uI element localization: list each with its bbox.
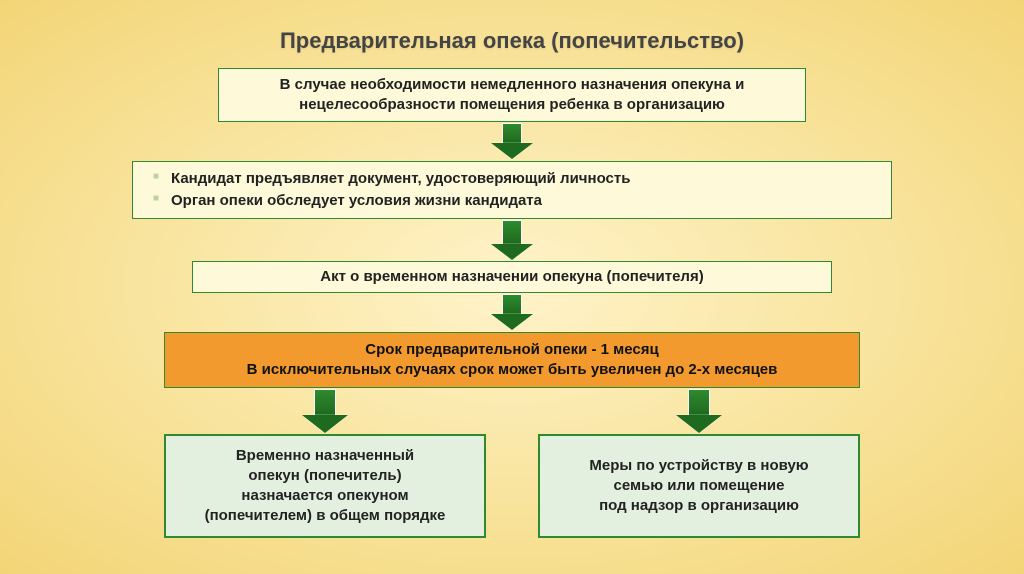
- arrow-stem: [688, 389, 710, 415]
- arrow-head: [491, 143, 533, 159]
- arrow-stem: [314, 389, 336, 415]
- flow-box-term: Срок предварительной опеки - 1 месяцВ ис…: [164, 332, 860, 388]
- arrow-down-icon: [491, 294, 533, 330]
- bullet-item: Кандидат предъявляет документ, удостовер…: [151, 169, 879, 189]
- arrow-down-icon: [302, 389, 348, 433]
- page-title: Предварительная опека (попечительство): [0, 28, 1024, 54]
- arrow-stem: [502, 294, 522, 314]
- box-text-line: (попечителем) в общем порядке: [205, 506, 446, 526]
- arrow-head: [676, 415, 722, 433]
- box-text-line: Срок предварительной опеки - 1 месяц: [365, 340, 658, 360]
- arrow-head: [491, 314, 533, 330]
- arrow-head: [302, 415, 348, 433]
- box-text-line: Меры по устройству в новую: [589, 456, 808, 476]
- flow-box-act: Акт о временном назначении опекуна (попе…: [192, 261, 832, 293]
- arrow-stem: [502, 123, 522, 143]
- arrow-down-icon: [491, 123, 533, 159]
- arrow-down-icon: [676, 389, 722, 433]
- box-text-line: назначается опекуном: [241, 486, 408, 506]
- box-text-line: В случае необходимости немедленного назн…: [280, 75, 745, 95]
- bullet-list: Кандидат предъявляет документ, удостовер…: [145, 167, 879, 214]
- flow-box-candidate-steps: Кандидат предъявляет документ, удостовер…: [132, 161, 892, 219]
- arrow-stem: [502, 220, 522, 244]
- box-text-line: семью или помещение: [613, 476, 784, 496]
- box-text-line: нецелесообразности помещения ребенка в о…: [299, 95, 725, 115]
- arrow-down-icon: [491, 220, 533, 260]
- box-text-line: Акт о временном назначении опекуна (попе…: [320, 267, 703, 287]
- flow-box-condition: В случае необходимости немедленного назн…: [218, 68, 806, 122]
- flow-box-outcome-guardian: Временно назначенныйопекун (попечитель)н…: [164, 434, 486, 538]
- flow-box-outcome-placement: Меры по устройству в новуюсемью или поме…: [538, 434, 860, 538]
- arrow-head: [491, 244, 533, 260]
- bullet-item: Орган опеки обследует условия жизни канд…: [151, 191, 879, 211]
- box-text-line: под надзор в организацию: [599, 496, 799, 516]
- box-text-line: опекун (попечитель): [248, 466, 401, 486]
- box-text-line: Временно назначенный: [236, 446, 414, 466]
- box-text-line: В исключительных случаях срок может быть…: [247, 360, 778, 380]
